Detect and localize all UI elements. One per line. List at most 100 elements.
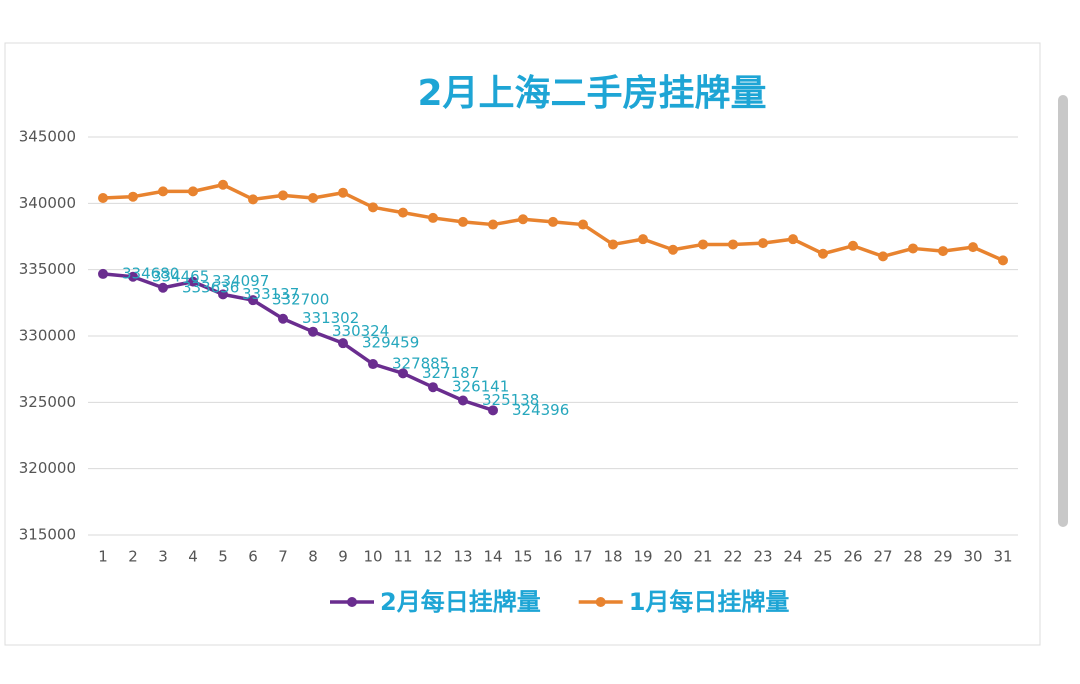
- point: [938, 246, 948, 257]
- point: [218, 289, 228, 300]
- point: [308, 326, 318, 337]
- point: [128, 191, 138, 202]
- point: [98, 193, 108, 204]
- x-tick-label: 31: [993, 548, 1012, 566]
- data-label: 332700: [272, 291, 329, 309]
- y-tick-label: 340000: [19, 194, 76, 212]
- data-label: 327885: [392, 355, 449, 373]
- x-tick-label: 8: [308, 548, 318, 566]
- x-tick-label: 19: [633, 548, 652, 566]
- point: [668, 244, 678, 255]
- y-tick-label: 335000: [19, 260, 76, 278]
- data-label: 329459: [362, 334, 419, 352]
- x-tick-label: 26: [843, 548, 862, 566]
- point: [158, 282, 168, 293]
- point: [368, 202, 378, 213]
- data-label: 333137: [242, 285, 299, 303]
- point: [368, 359, 378, 370]
- x-tick-label: 27: [873, 548, 892, 566]
- data-label: 334097: [212, 272, 269, 290]
- legend-label: 2月每日挂牌量: [380, 588, 541, 616]
- x-tick-label: 14: [483, 548, 502, 566]
- point: [848, 240, 858, 251]
- point: [248, 295, 258, 306]
- x-tick-label: 5: [218, 548, 228, 566]
- data-label: 326141: [452, 378, 509, 396]
- point: [998, 255, 1008, 266]
- scrollbar[interactable]: [1058, 95, 1068, 527]
- x-tick-label: 11: [393, 548, 412, 566]
- x-tick-label: 4: [188, 548, 198, 566]
- point: [518, 214, 528, 225]
- point: [428, 382, 438, 393]
- point: [548, 216, 558, 227]
- x-tick-label: 28: [903, 548, 922, 566]
- point: [338, 338, 348, 349]
- x-tick-label: 29: [933, 548, 952, 566]
- point: [878, 251, 888, 262]
- x-tick-label: 16: [543, 548, 562, 566]
- point: [308, 193, 318, 204]
- point: [278, 190, 288, 201]
- point: [488, 219, 498, 230]
- x-tick-label: 2: [128, 548, 138, 566]
- point: [488, 405, 498, 416]
- x-tick-label: 22: [723, 548, 742, 566]
- x-tick-label: 7: [278, 548, 288, 566]
- point: [188, 186, 198, 197]
- x-tick-label: 1: [98, 548, 108, 566]
- point: [638, 234, 648, 245]
- point: [458, 216, 468, 227]
- data-label: 324396: [512, 401, 569, 419]
- point: [818, 248, 828, 259]
- y-tick-label: 320000: [19, 459, 76, 477]
- grid: 315000 320000 325000 330000 335000 340000 3450…: [19, 128, 1018, 566]
- point: [278, 313, 288, 324]
- legend-marker: [595, 597, 606, 607]
- x-tick-label: 13: [453, 548, 472, 566]
- x-tick-label: 20: [663, 548, 682, 566]
- point: [788, 234, 798, 245]
- data-label: 325138: [482, 391, 539, 409]
- x-tick-label: 30: [963, 548, 982, 566]
- point: [758, 238, 768, 249]
- point: [728, 239, 738, 250]
- point: [458, 395, 468, 406]
- plot: 3346803344653336363340973331373327003313…: [98, 179, 1008, 419]
- point: [968, 242, 978, 253]
- data-label: 327187: [422, 364, 479, 382]
- point: [398, 368, 408, 379]
- point: [128, 271, 138, 282]
- point: [428, 212, 438, 223]
- y-tick-label: 330000: [19, 327, 76, 345]
- x-tick-label: 24: [783, 548, 802, 566]
- point: [158, 186, 168, 197]
- x-tick-label: 12: [423, 548, 442, 566]
- legend-label: 1月每日挂牌量: [629, 588, 790, 616]
- y-tick-label: 315000: [19, 526, 76, 544]
- data-label: 334680: [122, 264, 179, 282]
- data-label: 330324: [332, 322, 389, 340]
- x-tick-label: 10: [363, 548, 382, 566]
- x-tick-label: 21: [693, 548, 712, 566]
- chart-frame: [4, 42, 1041, 646]
- data-label: 331302: [302, 309, 359, 327]
- point: [218, 179, 228, 190]
- series-line: [102, 272, 494, 413]
- legend: 2月每日挂牌量 1月每日挂牌量: [330, 588, 789, 616]
- point: [908, 243, 918, 254]
- point: [608, 239, 618, 250]
- point: [338, 187, 348, 198]
- point: [398, 207, 408, 218]
- x-tick-label: 18: [603, 548, 622, 566]
- point: [188, 276, 198, 287]
- point: [98, 268, 108, 279]
- x-tick-label: 6: [248, 548, 258, 566]
- chart-title: 2月上海二手房挂牌量: [417, 73, 766, 114]
- data-label: 333636: [182, 278, 239, 296]
- x-tick-label: 17: [573, 548, 592, 566]
- point: [248, 194, 258, 205]
- x-tick-label: 15: [513, 548, 532, 566]
